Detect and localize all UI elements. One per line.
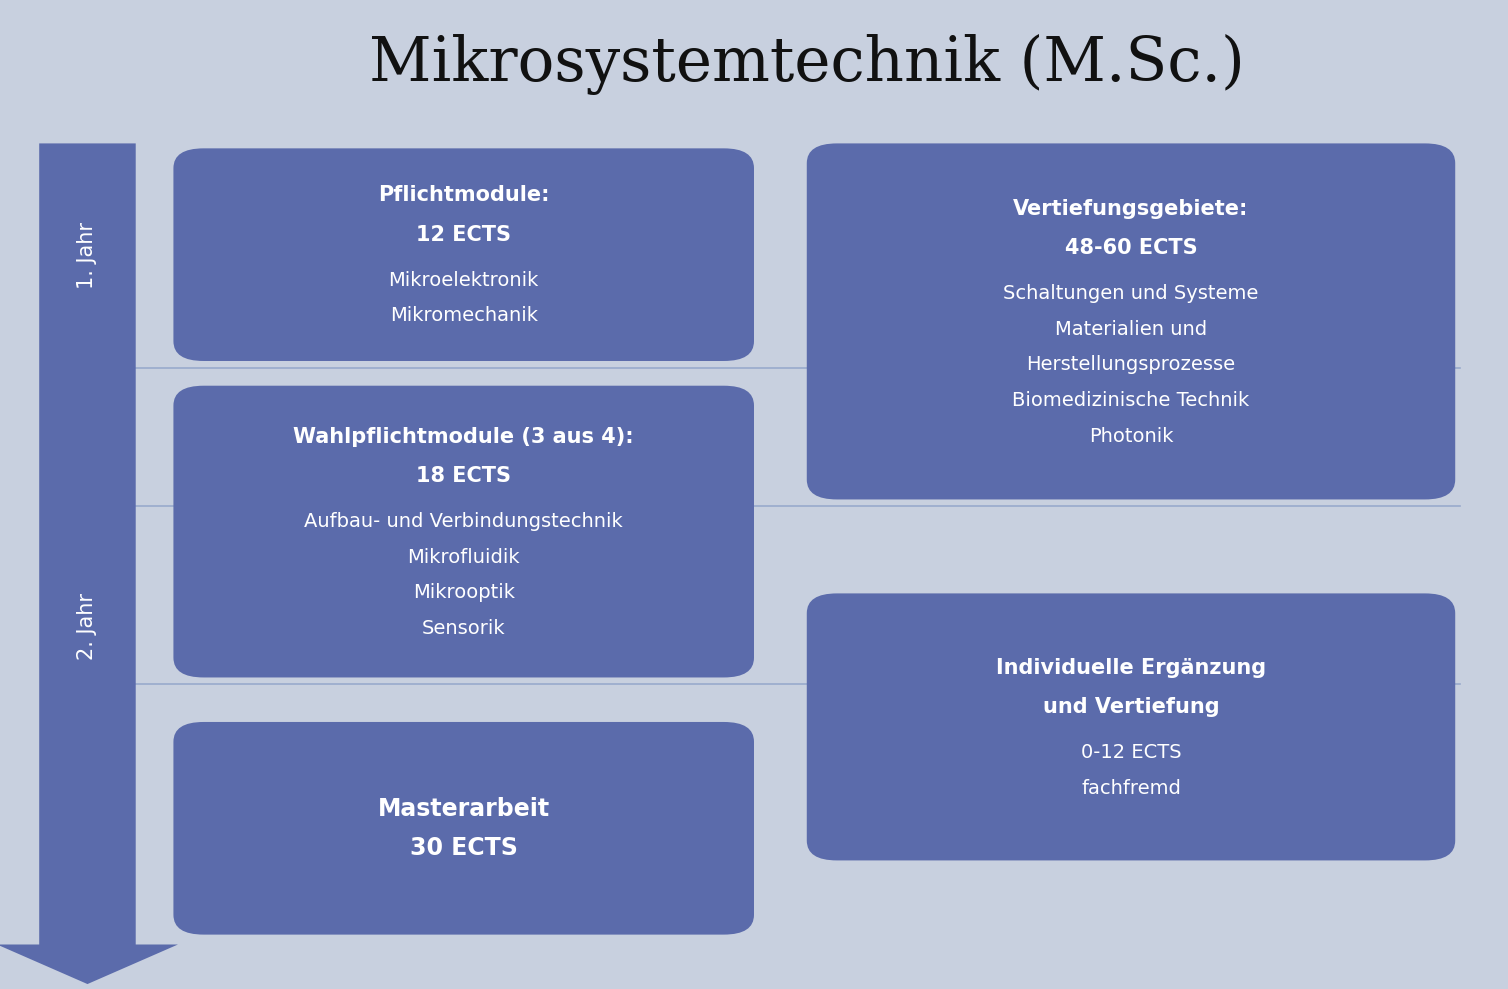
- Text: Mikromechanik: Mikromechanik: [389, 307, 538, 325]
- Text: Vertiefungsgebiete:: Vertiefungsgebiete:: [1013, 199, 1249, 219]
- Text: Wahlpflichtmodule (3 aus 4):: Wahlpflichtmodule (3 aus 4):: [294, 426, 633, 447]
- Text: Biomedizinische Technik: Biomedizinische Technik: [1012, 391, 1250, 410]
- FancyBboxPatch shape: [173, 148, 754, 361]
- Text: und Vertiefung: und Vertiefung: [1042, 697, 1220, 717]
- Text: Masterarbeit: Masterarbeit: [377, 796, 550, 821]
- Text: 2. Jahr: 2. Jahr: [77, 593, 98, 660]
- Text: 48-60 ECTS: 48-60 ECTS: [1065, 238, 1197, 258]
- Text: 1. Jahr: 1. Jahr: [77, 223, 98, 289]
- Text: Materialien und: Materialien und: [1056, 319, 1206, 339]
- Text: Aufbau- und Verbindungstechnik: Aufbau- und Verbindungstechnik: [305, 512, 623, 531]
- Text: Mikrooptik: Mikrooptik: [413, 584, 514, 602]
- Text: 0-12 ECTS: 0-12 ECTS: [1081, 743, 1181, 763]
- Text: Pflichtmodule:: Pflichtmodule:: [379, 185, 549, 206]
- Text: Mikrofluidik: Mikrofluidik: [407, 548, 520, 567]
- Text: Individuelle Ergänzung: Individuelle Ergänzung: [995, 658, 1267, 677]
- Text: Herstellungsprozesse: Herstellungsprozesse: [1027, 355, 1235, 375]
- FancyBboxPatch shape: [807, 593, 1455, 860]
- Text: Mikroelektronik: Mikroelektronik: [389, 271, 538, 290]
- Text: Sensorik: Sensorik: [422, 619, 505, 638]
- FancyBboxPatch shape: [173, 386, 754, 677]
- Text: Schaltungen und Systeme: Schaltungen und Systeme: [1003, 284, 1259, 304]
- Text: fachfremd: fachfremd: [1081, 778, 1181, 798]
- Polygon shape: [0, 143, 178, 984]
- Text: 30 ECTS: 30 ECTS: [410, 836, 517, 860]
- FancyBboxPatch shape: [173, 722, 754, 935]
- Text: Photonik: Photonik: [1089, 426, 1173, 446]
- FancyBboxPatch shape: [807, 143, 1455, 499]
- Text: 12 ECTS: 12 ECTS: [416, 225, 511, 245]
- Text: Mikrosystemtechnik (M.Sc.): Mikrosystemtechnik (M.Sc.): [369, 34, 1244, 95]
- Text: 18 ECTS: 18 ECTS: [416, 466, 511, 487]
